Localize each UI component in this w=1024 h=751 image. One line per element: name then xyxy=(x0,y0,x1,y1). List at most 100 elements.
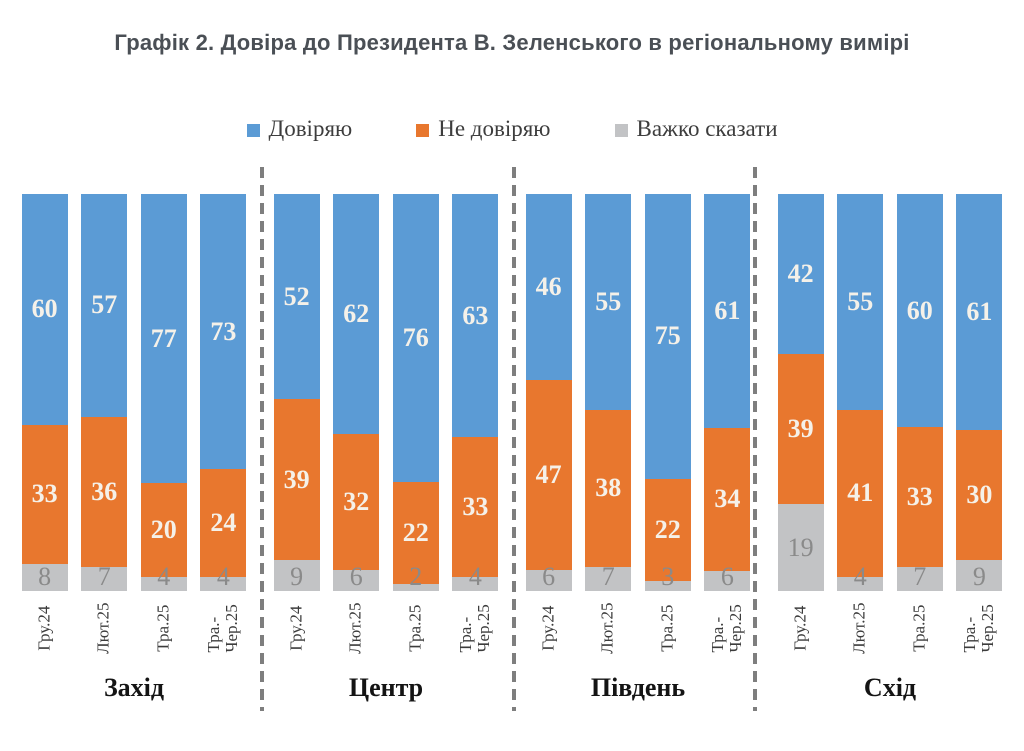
bar-value-label: 4 xyxy=(853,562,867,591)
stacked-bar-Тра.25: 77 20 4 xyxy=(140,194,187,591)
legend-item-distrust: Не довіряю xyxy=(416,116,551,142)
tick-label: Тра.25 xyxy=(405,604,425,652)
tick-cell: Тра.- Чер.25 xyxy=(452,591,498,665)
tick-label: Тра.- Чер.25 xyxy=(456,603,494,653)
segment-distrust: 24 xyxy=(200,469,247,578)
segment-distrust: 32 xyxy=(333,433,380,571)
bar-value-label: 7 xyxy=(913,562,927,591)
bar-value-label: 47 xyxy=(535,460,562,490)
tick-label: Гру.24 xyxy=(286,605,306,651)
tick-cell: Гру.24 xyxy=(22,591,68,665)
bar-value-label: 75 xyxy=(654,321,681,351)
bar-value-label: 4 xyxy=(216,562,230,591)
ticks-row: Гру.24 Лют.25 Тра.25 Тра.- Чер.25 xyxy=(8,591,260,665)
segment-undecided xyxy=(333,570,380,592)
bar-value-label: 7 xyxy=(97,562,111,591)
tick-cell: Тра.- Чер.25 xyxy=(704,591,750,665)
legend-swatch-trust-icon xyxy=(246,123,260,137)
region-group-1: 60 33 8 57 36 7 77 20 4 73 24 4 Гру.24 Лют.25 Тра.25 Тр… xyxy=(8,194,260,711)
segment-distrust: 30 xyxy=(956,430,1003,560)
bar-value-label: 3 xyxy=(661,562,675,591)
bar-value-label: 30 xyxy=(966,480,993,510)
tick-label: Тра.25 xyxy=(909,604,929,652)
bar-value-label: 19 xyxy=(787,532,814,562)
bar-value-label: 77 xyxy=(150,323,177,353)
tick-cell: Тра.25 xyxy=(141,591,187,665)
segment-undecided xyxy=(644,580,691,591)
bar-value-label: 22 xyxy=(402,518,429,548)
ticks-row: Гру.24 Лют.25 Тра.25 Тра.- Чер.25 xyxy=(512,591,764,665)
bar-value-label: 63 xyxy=(462,300,489,330)
segment-undecided xyxy=(200,577,247,591)
stacked-bar-Лют.25: 62 32 6 xyxy=(333,194,380,592)
segment-trust: 77 xyxy=(140,194,187,484)
tick-cell: Лют.25 xyxy=(333,591,379,665)
bar-value-label: 34 xyxy=(714,484,741,514)
bar-value-label: 52 xyxy=(283,281,310,311)
stacked-bar-Тра.25: 75 22 3 xyxy=(644,194,691,591)
stacked-bar-chart: 60 33 8 57 36 7 77 20 4 73 24 4 Гру.24 Лют.25 Тра.25 Тр… xyxy=(8,167,1016,711)
region-divider-west-center xyxy=(260,167,264,711)
tick-label: Лют.25 xyxy=(850,602,870,654)
bar-value-label: 24 xyxy=(210,508,237,538)
ticks-row: Гру.24 Лют.25 Тра.25 Тра.- Чер.25 xyxy=(260,591,512,665)
stacked-bar-Лют.25: 55 38 7 xyxy=(585,194,632,591)
bar-value-label: 4 xyxy=(468,562,482,591)
segment-undecided xyxy=(837,577,884,591)
bar-value-label: 57 xyxy=(91,290,118,320)
bar-value-label: 42 xyxy=(787,258,814,288)
stacked-bar-Тра.25: 76 22 2 xyxy=(392,194,439,592)
legend-swatch-distrust-icon xyxy=(416,123,430,137)
bar-value-label: 55 xyxy=(847,286,874,316)
segment-distrust: 33 xyxy=(21,424,68,564)
bar-value-label: 6 xyxy=(349,562,363,591)
segment-undecided xyxy=(452,577,499,591)
segment-undecided xyxy=(21,563,68,591)
segment-trust: 62 xyxy=(333,194,380,434)
region-bars: 46 47 6 55 38 7 75 22 3 61 34 6 xyxy=(512,194,764,591)
tick-label: Тра.25 xyxy=(657,604,677,652)
segment-distrust: 47 xyxy=(525,380,572,571)
segment-distrust: 39 xyxy=(777,353,824,505)
bar-value-label: 55 xyxy=(595,286,622,316)
segment-undecided xyxy=(525,570,572,591)
tick-cell: Тра.25 xyxy=(645,591,691,665)
segment-trust: 61 xyxy=(704,194,751,429)
legend-label-distrust: Не довіряю xyxy=(438,116,551,141)
region-label: Південь xyxy=(590,673,686,702)
legend-label-undecided: Важко сказати xyxy=(636,116,778,141)
legend-label-trust: Довіряю xyxy=(268,116,353,141)
bar-value-label: 38 xyxy=(595,473,622,503)
stacked-bar-Лют.25: 57 36 7 xyxy=(81,194,128,592)
bar-value-label: 20 xyxy=(150,515,177,545)
legend: Довіряю Не довіряю Важко сказати xyxy=(0,114,1024,144)
legend-swatch-undecided-icon xyxy=(614,123,628,137)
segment-distrust: 38 xyxy=(585,409,632,567)
tick-label: Гру.24 xyxy=(34,605,54,651)
tick-cell: Лют.25 xyxy=(837,591,883,665)
tick-label: Лют.25 xyxy=(346,602,366,654)
bar-value-label: 39 xyxy=(787,414,814,444)
segment-distrust: 22 xyxy=(392,482,439,585)
segment-undecided xyxy=(392,584,439,592)
region-divider-south-east xyxy=(753,167,757,711)
tick-cell: Тра.25 xyxy=(897,591,943,665)
bar-value-label: 62 xyxy=(343,298,370,328)
region-bars: 52 39 9 62 32 6 76 22 2 63 33 4 xyxy=(260,194,512,592)
tick-label: Тра.- Чер.25 xyxy=(960,603,998,653)
segment-distrust: 39 xyxy=(273,399,320,560)
tick-label: Лют.25 xyxy=(598,602,618,654)
tick-label: Гру.24 xyxy=(790,605,810,651)
segment-undecided xyxy=(704,570,751,591)
stacked-bar-Гру.24: 46 47 6 xyxy=(525,194,572,591)
segment-trust: 55 xyxy=(585,194,632,410)
bar-value-label: 39 xyxy=(283,464,310,494)
bar-value-label: 60 xyxy=(31,294,58,324)
region-group-2: 52 39 9 62 32 6 76 22 2 63 33 4 Гру.24 Лют.25 Тра.25 Тр… xyxy=(260,194,512,711)
bar-value-label: 2 xyxy=(409,562,423,591)
stacked-bar-Тра.-Чер.25: 63 33 4 xyxy=(452,194,499,591)
legend-item-undecided: Важко сказати xyxy=(614,116,778,142)
segment-distrust: 36 xyxy=(81,416,128,567)
segment-distrust: 33 xyxy=(452,437,499,578)
tick-label: Тра.- Чер.25 xyxy=(204,603,242,653)
